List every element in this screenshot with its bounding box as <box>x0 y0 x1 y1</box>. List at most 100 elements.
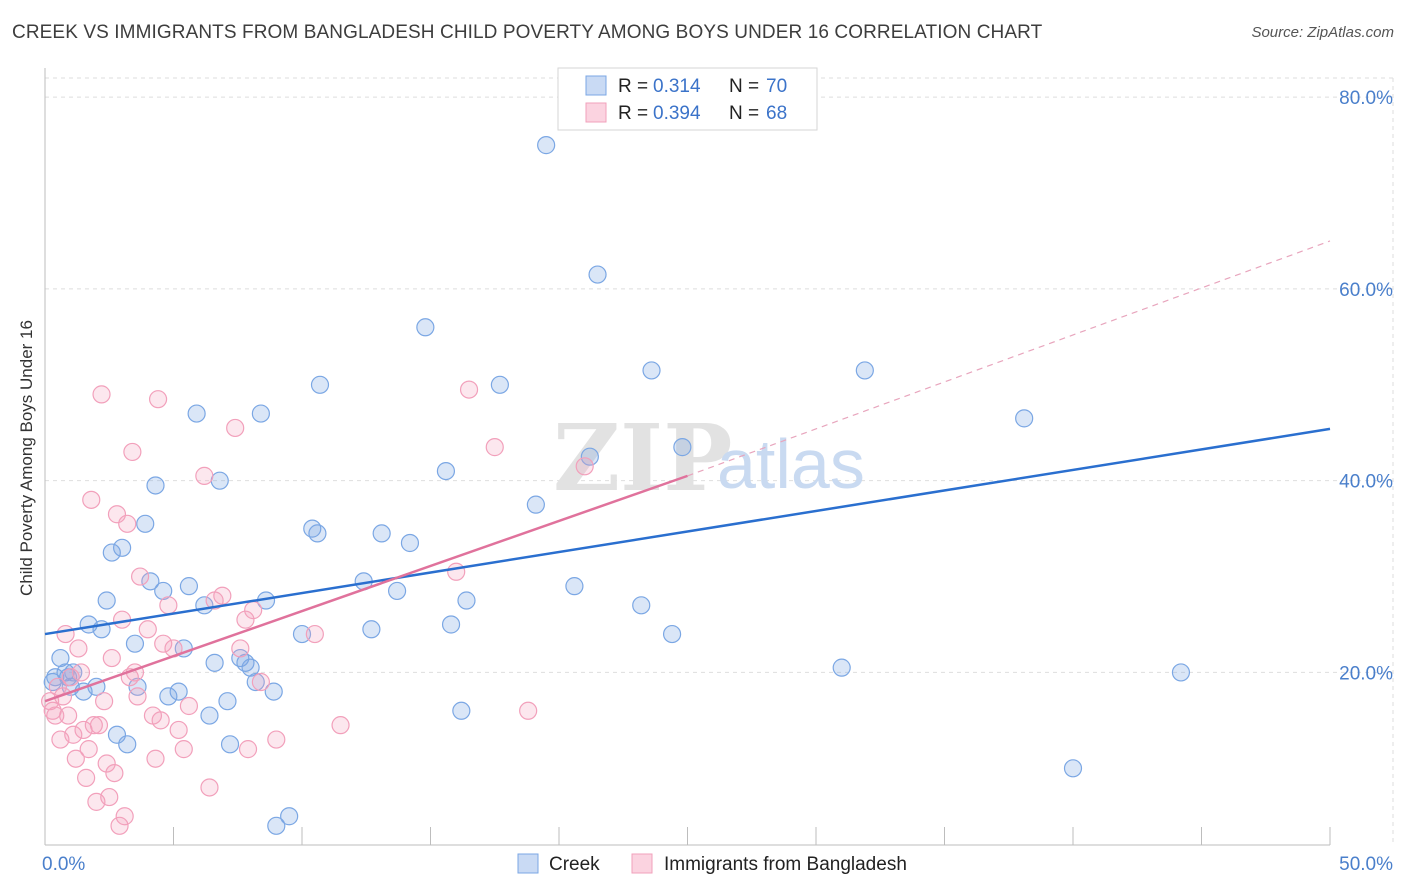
creek-point <box>310 375 330 394</box>
legend-n-value-bangladesh: 68 <box>766 103 787 124</box>
bangladesh-point <box>92 385 111 404</box>
bangladesh-point <box>100 787 119 807</box>
creek-point <box>362 620 381 639</box>
creek-point <box>246 672 265 692</box>
creek-point <box>642 361 661 380</box>
legend-top: R = 0.314 N = 70 R = 0.394 N = 68 <box>557 67 818 131</box>
bangladesh-point <box>244 601 263 620</box>
creek-point <box>51 648 70 668</box>
bangladesh-point <box>146 749 165 768</box>
bangladesh-point <box>84 716 103 735</box>
bangladesh-point <box>226 418 245 438</box>
y-tick-label: 80.0% <box>1339 88 1393 109</box>
bangladesh-point <box>89 716 109 735</box>
bangladesh-point <box>77 768 96 787</box>
y-tick-label: 40.0% <box>1339 472 1393 493</box>
bangladesh-point <box>195 466 214 485</box>
creek-point <box>112 538 132 557</box>
bangladesh-point <box>82 490 101 509</box>
bangladesh-point <box>48 677 67 696</box>
y-tick-labels: 20.0% 40.0% 60.0% 80.0% <box>1339 88 1393 684</box>
creek-point <box>1015 409 1034 428</box>
bottom-legend-label-creek: Creek <box>549 854 600 875</box>
creek-point <box>588 265 607 284</box>
bangladesh-point <box>102 648 121 668</box>
bangladesh-point <box>459 380 479 399</box>
creek-point <box>1171 663 1191 682</box>
bangladesh-point <box>238 740 258 759</box>
creek-point <box>141 572 160 591</box>
creek-point <box>210 471 229 490</box>
bangladesh-point <box>61 668 80 687</box>
creek-point <box>102 543 121 562</box>
bangladesh-point <box>575 457 594 476</box>
creek-point <box>452 701 471 720</box>
bangladesh-point <box>251 672 270 692</box>
creek-point <box>187 404 206 423</box>
creek-point <box>159 687 178 706</box>
bangladesh-point <box>56 624 75 644</box>
creek-point <box>64 663 83 682</box>
bangladesh-point <box>331 716 350 735</box>
creek-point <box>97 591 116 610</box>
bangladesh-point <box>71 663 91 682</box>
creek-point <box>855 361 874 380</box>
trend-lines <box>44 240 1331 703</box>
bangladesh-trend-extension <box>687 240 1331 477</box>
bangladesh-point <box>213 586 232 605</box>
creek-trend-line <box>44 427 1331 636</box>
creek-point <box>308 524 327 543</box>
legend-n-label-bangladesh: N = <box>729 103 759 124</box>
creek-point <box>280 807 299 826</box>
bangladesh-point <box>179 696 199 716</box>
legend-n-value-creek: 70 <box>766 76 787 97</box>
bangladesh-point <box>236 610 255 629</box>
bangladesh-trend-line <box>44 474 688 703</box>
bangladesh-point <box>200 778 219 797</box>
bangladesh-point <box>110 816 129 835</box>
legend-swatch-bangladesh <box>585 102 607 123</box>
bangladesh-point <box>151 711 170 730</box>
creek-point <box>169 682 188 701</box>
watermark-zip: ZIP <box>553 404 732 512</box>
creek-point <box>205 653 224 672</box>
bangladesh-point <box>174 740 193 759</box>
watermark-atlas: atlas <box>717 425 865 503</box>
bangladesh-point <box>305 624 324 644</box>
y-tick-label: 60.0% <box>1339 280 1393 301</box>
bangladesh-point <box>130 567 150 586</box>
legend-bottom: Creek Immigrants from Bangladesh <box>517 853 907 875</box>
creek-point <box>264 682 283 701</box>
creek-point <box>136 514 155 533</box>
creek-point <box>436 461 456 481</box>
creek-point <box>220 735 240 754</box>
creek-point <box>179 577 199 596</box>
bangladesh-point <box>159 596 178 615</box>
creek-point <box>241 658 260 677</box>
bottom-legend-label-bangladesh: Immigrants from Bangladesh <box>664 854 907 875</box>
creek-point <box>267 816 286 835</box>
creek-point <box>490 375 509 394</box>
creek-point <box>457 591 476 610</box>
creek-point <box>673 438 692 457</box>
legend-swatch-creek <box>585 75 607 96</box>
creek-point <box>537 136 556 155</box>
creek-point <box>526 495 545 514</box>
creek-point <box>400 533 420 553</box>
bangladesh-point <box>138 620 157 639</box>
creek-point <box>146 476 165 495</box>
bangladesh-points <box>41 380 594 835</box>
creek-point <box>154 581 173 601</box>
bangladesh-point <box>115 807 134 826</box>
bangladesh-point <box>267 730 286 749</box>
bangladesh-point <box>79 740 98 759</box>
bottom-legend-swatch-creek <box>517 853 539 874</box>
bangladesh-point <box>447 562 466 581</box>
creek-point <box>118 735 137 754</box>
creek-point <box>292 624 312 644</box>
legend-r-value-creek: 0.314 <box>653 76 701 97</box>
creek-point <box>387 581 407 601</box>
bangladesh-point <box>64 725 83 744</box>
creek-point <box>580 447 599 466</box>
